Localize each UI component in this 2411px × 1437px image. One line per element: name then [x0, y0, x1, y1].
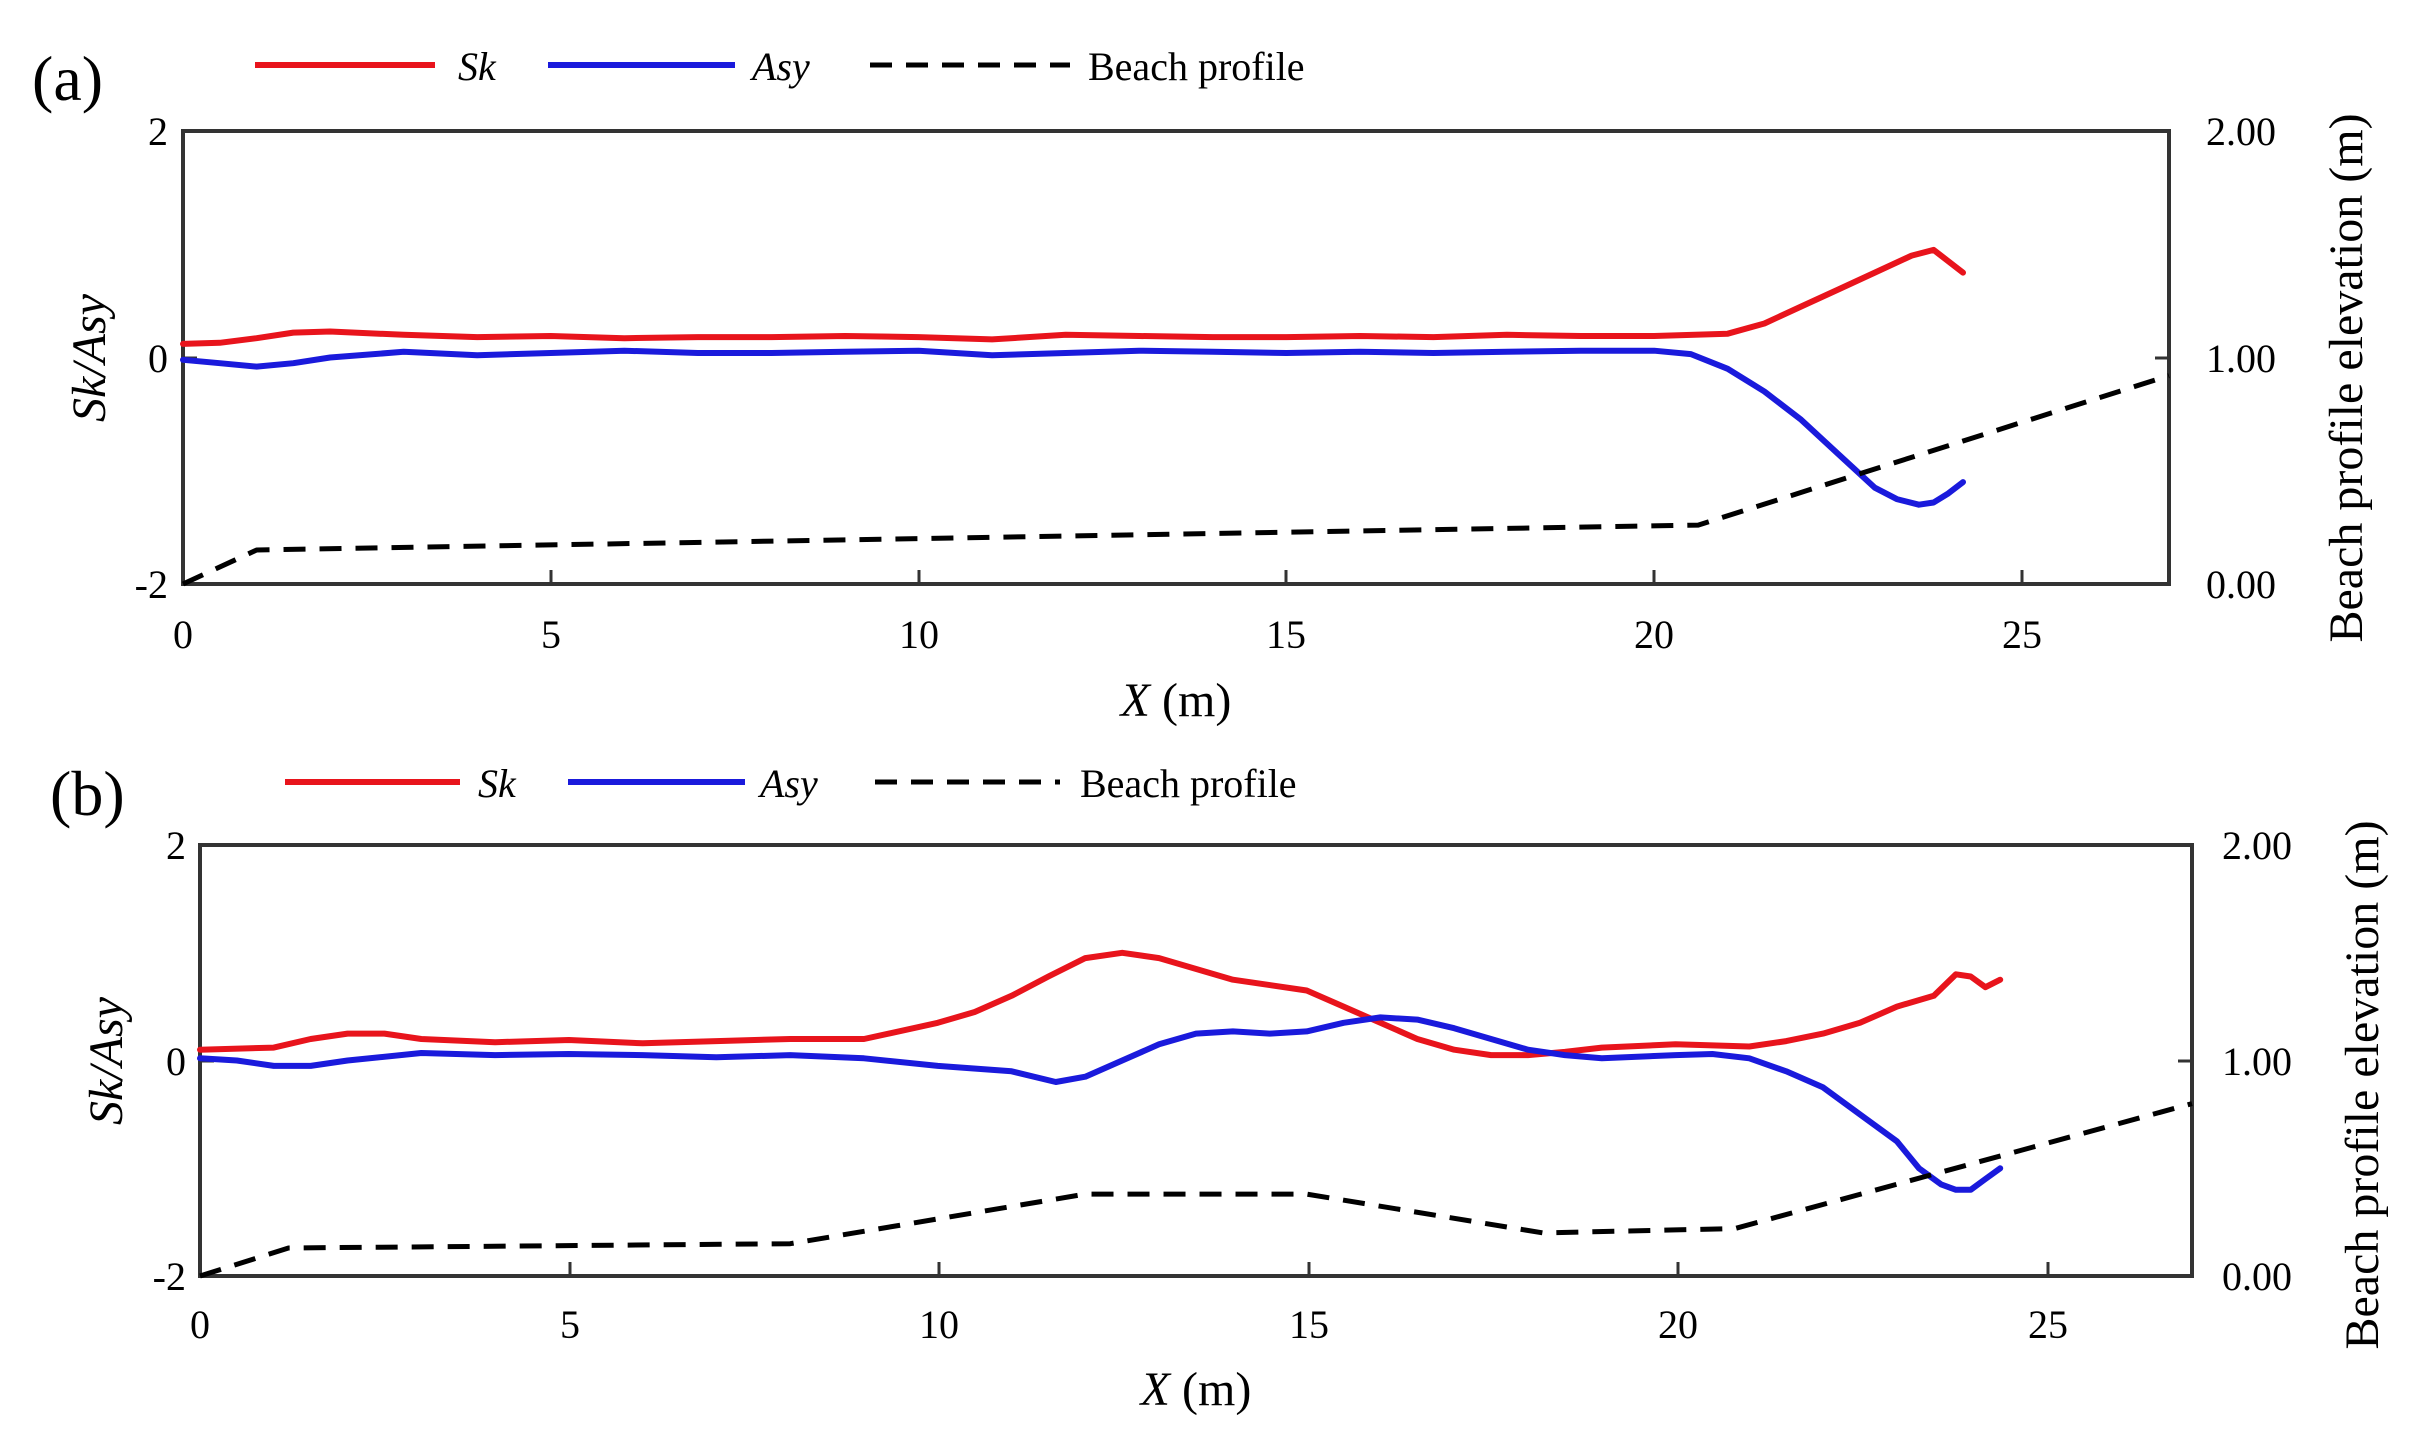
series-line-asy-a — [180, 347, 1966, 508]
legend-a: Sk Asy Beach profile — [255, 44, 1305, 89]
xticks-b: 0 5 10 15 20 25 — [190, 1262, 2068, 1347]
legend-b: Sk Asy Beach profile — [285, 761, 1297, 806]
ytick-right-b-label-0: 0.00 — [2222, 1254, 2292, 1299]
series-line-sk-a — [180, 246, 1966, 347]
ytick-b-label-0: 0 — [166, 1039, 186, 1084]
xtick-a-label-15: 15 — [1266, 612, 1306, 657]
xtick-a-label-0: 0 — [173, 612, 193, 657]
xtick-b-label-25: 25 — [2028, 1302, 2068, 1347]
ytick-right-b-label-2: 2.00 — [2222, 823, 2292, 868]
legend-b-profile-label: Beach profile — [1080, 761, 1297, 806]
xticks-a: 0 5 10 15 20 25 — [173, 570, 2042, 657]
ytick-right-a-label-1: 1.00 — [2206, 336, 2276, 381]
series-line-beach-profile-b — [199, 1101, 2193, 1279]
ytick-a-label-neg2: -2 — [135, 562, 168, 607]
ytick-b-label-neg2: -2 — [153, 1254, 186, 1299]
ylabel-right-b: Beach profile elevation (m) — [2336, 820, 2389, 1349]
ytick-b-label-2: 2 — [166, 823, 186, 868]
legend-a-profile-label: Beach profile — [1088, 44, 1305, 89]
ytick-a-label-0: 0 — [148, 336, 168, 381]
xlabel-b: X (m) — [1139, 1363, 1252, 1416]
xlabel-a: X (m) — [1119, 674, 1232, 727]
panel-a: (a) Sk Asy Beach profile 2 0 -2 2.00 1.0… — [32, 43, 2373, 727]
legend-a-asy-label: Asy — [749, 44, 810, 89]
panel-b: (b) Sk Asy Beach profile 2 0 -2 2.00 1.0… — [50, 758, 2389, 1416]
xlabel-a-unit: (m) — [1150, 674, 1231, 727]
ytick-right-a-label-2: 2.00 — [2206, 109, 2276, 154]
ylabel-b: Sk/Asy — [80, 996, 133, 1125]
xtick-b-label-20: 20 — [1658, 1302, 1698, 1347]
xtick-b-label-10: 10 — [919, 1302, 959, 1347]
ytick-right-a-label-0: 0.00 — [2206, 562, 2276, 607]
xtick-a-label-10: 10 — [899, 612, 939, 657]
series-group-b — [197, 949, 2193, 1279]
legend-b-asy-label: Asy — [757, 761, 818, 806]
xlabel-a-var: X — [1119, 674, 1152, 727]
xlabel-b-unit: (m) — [1170, 1363, 1251, 1416]
ytick-a-label-2: 2 — [148, 109, 168, 154]
panel-a-label: (a) — [32, 43, 103, 114]
xtick-b-label-5: 5 — [560, 1302, 580, 1347]
legend-a-sk-label: Sk — [458, 44, 497, 89]
series-line-sk-b — [197, 949, 2004, 1059]
plot-frame-b — [198, 843, 2194, 1278]
series-group-a — [180, 246, 2170, 587]
ylabel-a: Sk/Asy — [63, 293, 116, 422]
panel-b-label: (b) — [50, 758, 125, 829]
series-line-asy-b — [197, 1014, 2004, 1193]
xtick-a-label-20: 20 — [1634, 612, 1674, 657]
xtick-b-label-15: 15 — [1289, 1302, 1329, 1347]
ylabel-right-a: Beach profile elevation (m) — [2320, 113, 2373, 642]
ytick-right-b-label-1: 1.00 — [2222, 1039, 2292, 1084]
series-line-beach-profile-a — [181, 373, 2170, 587]
legend-b-sk-label: Sk — [478, 761, 517, 806]
xtick-a-label-25: 25 — [2002, 612, 2042, 657]
xtick-a-label-5: 5 — [541, 612, 561, 657]
xtick-b-label-0: 0 — [190, 1302, 210, 1347]
xlabel-b-var: X — [1139, 1363, 1172, 1416]
